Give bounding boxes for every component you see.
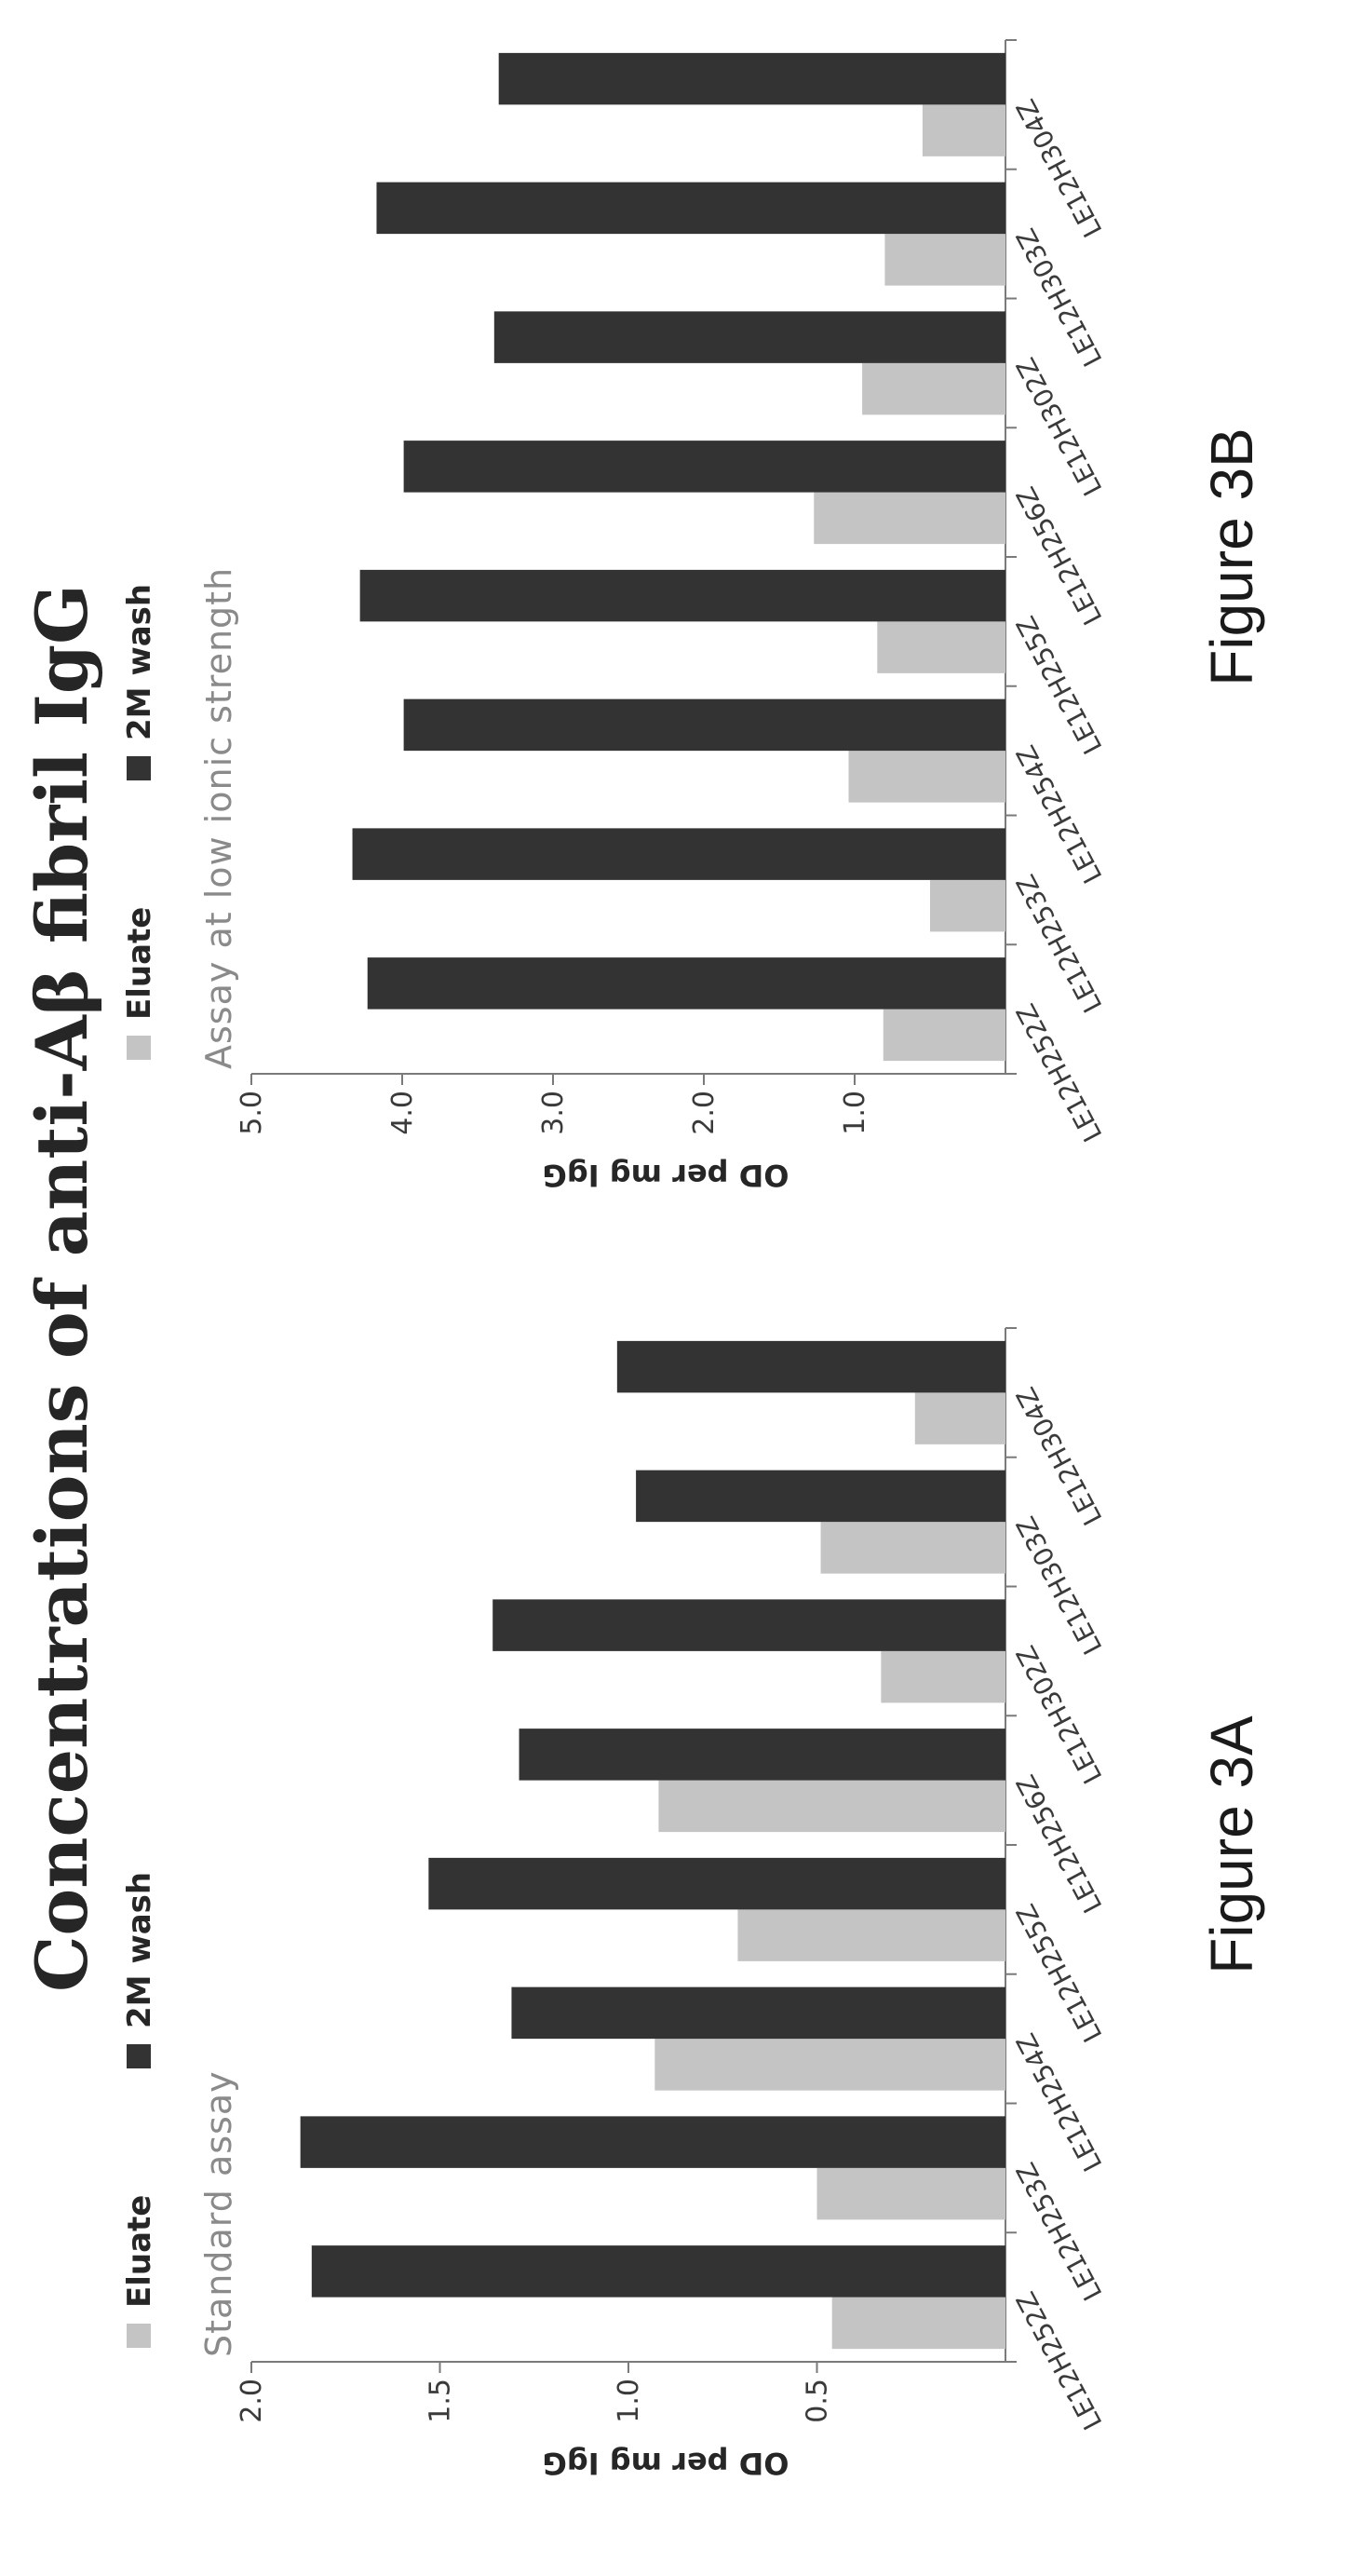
category-label-3a: LE12H256Z — [1010, 1769, 1108, 1918]
category-label-3b: LE12H302Z — [1010, 353, 1108, 501]
category-label-3a: LE12H255Z — [1010, 1899, 1108, 2047]
category-label-3b: LE12H304Z — [1010, 94, 1108, 242]
legend-swatch-2m-wash-3a — [127, 2044, 151, 2068]
bar-2m-wash-3b — [403, 698, 1005, 752]
bar-2m-wash-3b — [498, 52, 1005, 105]
category-label-3b: LE12H303Z — [1010, 224, 1108, 372]
legend-label-2m-wash-3b: 2M wash — [121, 584, 158, 740]
figure-label-3b: Figure 3B — [1198, 427, 1265, 685]
y-axis-label-3b: OD per mg IgG — [543, 1158, 789, 1193]
bar-2m-wash-3b — [376, 182, 1005, 235]
bar-eluate-3a — [737, 1909, 1005, 1961]
bar-eluate-3b — [930, 879, 1005, 932]
category-label-3b: LE12H255Z — [1010, 611, 1108, 759]
bar-2m-wash-3a — [300, 2116, 1005, 2168]
y-tick-label-3b: 1.0 — [839, 1091, 871, 1135]
category-label-3b: LE12H252Z — [1010, 998, 1108, 1146]
bar-eluate-3b — [922, 104, 1006, 156]
bar-2m-wash-3b — [403, 441, 1005, 493]
y-axis-label-3a: OD per mg IgG — [543, 2446, 789, 2481]
bar-eluate-3a — [816, 2167, 1005, 2220]
category-label-3a: LE12H252Z — [1010, 2286, 1108, 2434]
y-tick-label-3a: 0.5 — [802, 2379, 834, 2423]
category-label-3b: LE12H254Z — [1010, 740, 1108, 888]
bar-2m-wash-3b — [359, 569, 1005, 622]
bar-2m-wash-3a — [636, 1470, 1005, 1523]
category-label-3a: LE12H254Z — [1010, 2028, 1108, 2176]
y-tick-label-3a: 1.5 — [425, 2379, 457, 2423]
category-label-3a: LE12H253Z — [1010, 2158, 1108, 2306]
bar-eluate-3b — [877, 621, 1005, 673]
category-label-3a: LE12H304Z — [1010, 1382, 1108, 1530]
y-tick-label-3b: 4.0 — [386, 1091, 419, 1135]
bar-2m-wash-3b — [352, 828, 1006, 880]
category-label-3b: LE12H256Z — [1010, 481, 1108, 630]
bar-2m-wash-3a — [519, 1729, 1005, 1781]
y-tick-label-3a: 1.0 — [613, 2379, 645, 2423]
chart-figure-3a: 0.51.01.52.0OD per mg IgGLE12H252ZLE12H2… — [121, 1327, 1265, 2481]
bar-2m-wash-3a — [492, 1599, 1005, 1651]
bar-eluate-3a — [914, 1392, 1005, 1444]
legend-label-eluate-3a: Eluate — [121, 2195, 158, 2308]
legend-label-2m-wash-3a: 2M wash — [121, 1872, 158, 2028]
bar-eluate-3a — [881, 1650, 1005, 1703]
chart-figure-3b: 1.02.03.04.05.0OD per mg IgGLE12H252ZLE1… — [121, 39, 1265, 1193]
category-label-3a: LE12H302Z — [1010, 1641, 1108, 1789]
bar-2m-wash-3a — [511, 1986, 1005, 2040]
bar-eluate-3b — [814, 492, 1006, 545]
figure-label-3a: Figure 3A — [1198, 1715, 1265, 1974]
bar-eluate-3a — [820, 1522, 1005, 1574]
bar-eluate-3b — [848, 751, 1006, 803]
legend-swatch-eluate-3b — [127, 1036, 151, 1060]
y-tick-label-3b: 5.0 — [236, 1091, 268, 1135]
bar-eluate-3b — [883, 1009, 1006, 1062]
bar-2m-wash-3a — [428, 1857, 1006, 1910]
bar-2m-wash-3a — [311, 2245, 1005, 2298]
bar-eluate-3b — [884, 234, 1006, 286]
legend-swatch-eluate-3a — [127, 2324, 151, 2348]
bar-2m-wash-3a — [616, 1340, 1005, 1393]
y-tick-label-3b: 2.0 — [688, 1091, 721, 1135]
bar-eluate-3a — [654, 2039, 1005, 2091]
bar-eluate-3a — [658, 1780, 1006, 1833]
chart-subtitle-3a: Standard assay — [198, 2070, 239, 2357]
legend-label-eluate-3b: Eluate — [121, 907, 158, 1020]
chart-subtitle-3b: Assay at low ionic strength — [198, 567, 239, 1069]
bar-eluate-3a — [831, 2297, 1006, 2350]
bar-eluate-3b — [862, 362, 1005, 415]
category-label-3a: LE12H303Z — [1010, 1512, 1108, 1660]
bar-2m-wash-3b — [367, 957, 1005, 1010]
bar-2m-wash-3b — [493, 311, 1005, 363]
y-tick-label-3b: 3.0 — [537, 1091, 570, 1135]
legend-swatch-2m-wash-3b — [127, 756, 151, 780]
category-label-3b: LE12H253Z — [1010, 870, 1108, 1018]
y-tick-label-3a: 2.0 — [236, 2379, 268, 2423]
